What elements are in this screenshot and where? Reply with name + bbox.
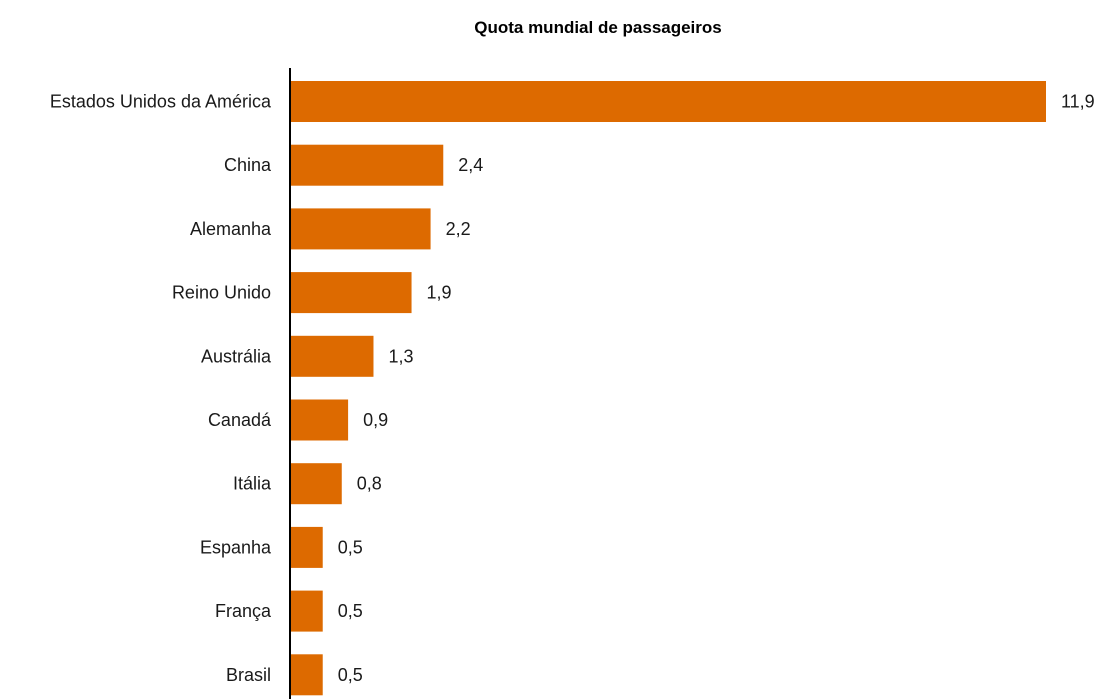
bar-4 [291, 335, 374, 377]
category-label-3: Reino Unido [172, 283, 271, 303]
bar-3 [291, 272, 412, 314]
value-label-2: 2,2 [446, 219, 471, 239]
category-label-4: Austrália [201, 346, 272, 366]
category-label-8: França [215, 601, 272, 621]
bar-6 [291, 463, 342, 505]
chart-title: Quota mundial de passageiros [474, 18, 722, 37]
category-label-0: Estados Unidos da América [50, 92, 272, 112]
bars-group [291, 81, 1046, 696]
bar-2 [291, 208, 431, 250]
category-label-6: Itália [233, 474, 272, 494]
bar-5 [291, 399, 349, 441]
value-label-8: 0,5 [338, 601, 363, 621]
category-label-1: China [224, 155, 272, 175]
category-labels: Estados Unidos da América China Alemanha Re… [50, 92, 272, 685]
bar-8 [291, 590, 323, 632]
bar-9 [291, 654, 323, 696]
value-label-0: 11,9 [1061, 92, 1095, 112]
value-label-4: 1,3 [388, 346, 413, 366]
category-label-5: Canadá [208, 410, 272, 430]
value-label-6: 0,8 [357, 474, 382, 494]
bar-0 [291, 81, 1046, 122]
bar-7 [291, 526, 323, 568]
value-label-7: 0,5 [338, 537, 363, 557]
value-label-3: 1,9 [427, 283, 452, 303]
value-label-5: 0,9 [363, 410, 388, 430]
bar-1 [291, 144, 444, 186]
value-label-9: 0,5 [338, 665, 363, 685]
value-label-1: 2,4 [458, 155, 483, 175]
category-label-2: Alemanha [190, 219, 272, 239]
category-label-7: Espanha [200, 537, 272, 557]
value-labels: 11,9 2,4 2,2 1,9 1,3 0,9 0,8 0,5 0,5 0,5 [338, 92, 1095, 685]
category-label-9: Brasil [226, 665, 271, 685]
